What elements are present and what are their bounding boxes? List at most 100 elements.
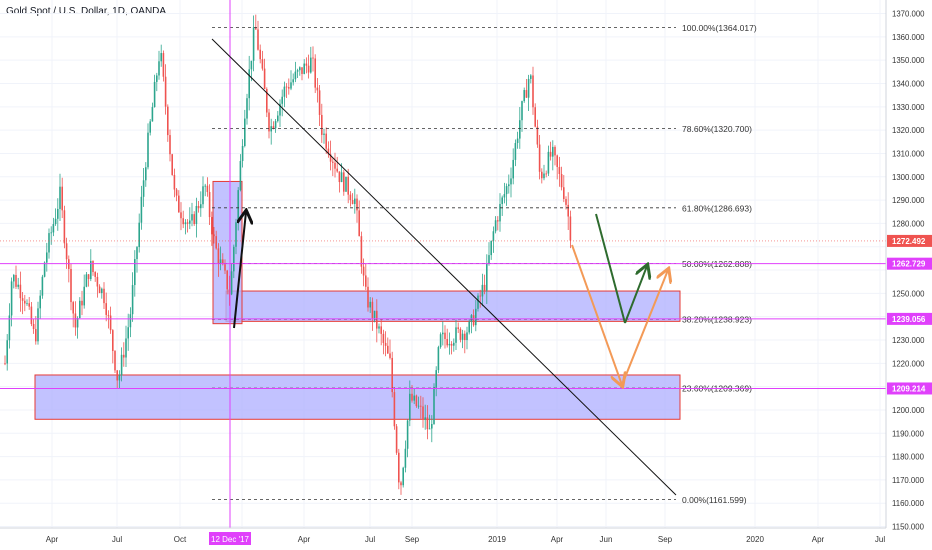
y-tick-label: 1220.000 bbox=[892, 359, 925, 368]
candle-body bbox=[61, 186, 63, 211]
candle-body bbox=[420, 405, 422, 407]
fib-label: 0.00%(1161.599) bbox=[682, 495, 747, 505]
candle-body bbox=[296, 70, 299, 72]
candle-body bbox=[13, 275, 15, 282]
candle-body bbox=[186, 222, 189, 224]
candle-body bbox=[57, 208, 59, 219]
candle-body bbox=[376, 310, 378, 329]
candle-body bbox=[354, 198, 356, 204]
chart-title: Gold Spot / U.S. Dollar, 1D, OANDA bbox=[6, 6, 167, 17]
candle-body bbox=[197, 205, 200, 209]
candle-body bbox=[162, 53, 165, 77]
candle-body bbox=[316, 87, 319, 91]
candle-body bbox=[378, 326, 380, 329]
candle-body bbox=[442, 332, 444, 335]
candle-body bbox=[59, 186, 61, 209]
candle-body bbox=[334, 162, 336, 169]
candle-body bbox=[272, 126, 275, 129]
candle-body bbox=[125, 338, 127, 358]
candle-body bbox=[525, 90, 528, 98]
candle-body bbox=[448, 343, 451, 346]
price-label-bg bbox=[887, 257, 932, 270]
candle-body bbox=[257, 29, 259, 50]
candle-body bbox=[299, 67, 301, 71]
candle-body bbox=[83, 286, 85, 306]
up-arrow-black bbox=[233, 212, 246, 329]
candle-body bbox=[501, 197, 503, 204]
x-tick-label: Apr bbox=[551, 535, 564, 544]
candle-body bbox=[244, 118, 246, 146]
candle-body bbox=[213, 234, 215, 237]
candle-body bbox=[406, 420, 409, 449]
candle-body bbox=[398, 452, 400, 483]
candle-body bbox=[521, 101, 523, 121]
candle-body bbox=[395, 426, 398, 453]
trend-line bbox=[211, 38, 677, 496]
candle-body bbox=[211, 217, 213, 235]
candle-body bbox=[547, 151, 550, 174]
candle-body bbox=[266, 88, 268, 113]
candle-body bbox=[228, 289, 231, 295]
candle-body bbox=[519, 120, 521, 139]
candle-body bbox=[552, 146, 554, 157]
candle-body bbox=[380, 326, 382, 334]
candle-body bbox=[248, 69, 250, 99]
candle-body bbox=[510, 178, 512, 185]
candle-body bbox=[556, 155, 558, 168]
crosshair-date-bg bbox=[209, 532, 251, 545]
candle-body bbox=[523, 90, 525, 102]
candle-body bbox=[237, 190, 239, 223]
candle-body bbox=[263, 68, 266, 89]
candle-body bbox=[387, 345, 389, 354]
candle-body bbox=[508, 184, 510, 187]
candle-body bbox=[204, 185, 206, 187]
candle-body bbox=[171, 154, 173, 175]
candle-body bbox=[391, 357, 393, 393]
x-tick-label: Jul bbox=[112, 535, 122, 544]
candle-body bbox=[384, 342, 387, 346]
candle-body bbox=[336, 168, 338, 172]
candle-body bbox=[189, 220, 191, 224]
candle-body bbox=[558, 167, 561, 174]
candle-body bbox=[160, 53, 162, 62]
candle-body bbox=[147, 132, 149, 168]
candle-body bbox=[338, 171, 341, 183]
candle-body bbox=[224, 264, 226, 271]
candle-body bbox=[151, 107, 154, 122]
candle-body bbox=[215, 236, 217, 249]
candle-body bbox=[79, 300, 81, 319]
candle-body bbox=[351, 200, 354, 204]
price-label: 1262.729 bbox=[892, 260, 926, 269]
x-tick-label: 2019 bbox=[488, 535, 506, 544]
candle-body bbox=[140, 196, 143, 223]
y-tick-label: 1280.000 bbox=[892, 219, 925, 228]
candle-body bbox=[28, 303, 30, 307]
candle-body bbox=[206, 185, 209, 193]
candle-body bbox=[268, 112, 270, 132]
candle-body bbox=[415, 395, 418, 407]
candle-body bbox=[365, 275, 367, 287]
x-tick-label: Apr bbox=[46, 535, 59, 544]
candle-body bbox=[281, 96, 283, 104]
candle-body bbox=[541, 171, 543, 179]
candles bbox=[4, 14, 572, 495]
candle-body bbox=[255, 27, 257, 30]
candle-body bbox=[131, 285, 134, 315]
candle-body bbox=[65, 243, 68, 260]
candle-body bbox=[235, 222, 237, 247]
candle-body bbox=[340, 172, 343, 183]
x-tick-label: Sep bbox=[405, 535, 420, 544]
candle-body bbox=[270, 126, 272, 132]
candle-body bbox=[283, 86, 286, 97]
x-tick-label: Apr bbox=[812, 535, 825, 544]
candle-body bbox=[543, 173, 545, 179]
candle-body bbox=[222, 259, 224, 265]
candle-body bbox=[17, 284, 19, 287]
candle-body bbox=[30, 306, 33, 325]
candle-body bbox=[290, 82, 292, 89]
candle-body bbox=[39, 295, 41, 309]
x-tick-label: Sep bbox=[658, 535, 673, 544]
candle-body bbox=[565, 198, 567, 205]
candle-body bbox=[325, 133, 327, 149]
candle-body bbox=[514, 143, 517, 160]
